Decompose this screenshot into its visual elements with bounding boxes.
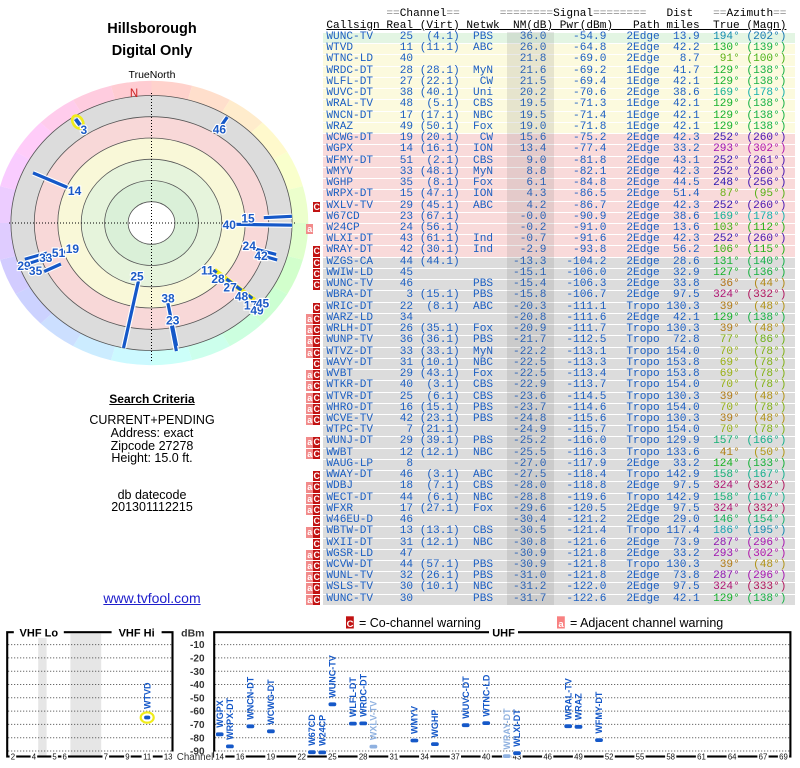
svg-text:29: 29: [17, 259, 31, 273]
svg-text:W24CP: W24CP: [317, 715, 327, 746]
svg-text:WGHP: WGHP: [430, 710, 440, 738]
svg-text:69: 69: [779, 752, 788, 761]
svg-text:38: 38: [161, 292, 175, 306]
svg-text:= Adjacent channel warning: = Adjacent channel warning: [570, 616, 723, 630]
svg-text:2: 2: [11, 752, 15, 761]
svg-text:31: 31: [390, 752, 399, 761]
svg-text:28: 28: [211, 272, 225, 286]
svg-text:48: 48: [235, 290, 249, 304]
svg-text:5: 5: [52, 752, 57, 761]
svg-text:-20: -20: [190, 654, 205, 665]
svg-text:VHF Lo: VHF Lo: [20, 627, 59, 639]
svg-text:14: 14: [215, 752, 224, 761]
svg-text:7: 7: [104, 752, 108, 761]
svg-text:49: 49: [250, 304, 264, 318]
svg-text:11: 11: [201, 264, 214, 278]
svg-text:35: 35: [29, 264, 43, 278]
svg-text:UHF: UHF: [492, 627, 515, 639]
svg-text:WGPX: WGPX: [215, 700, 225, 728]
svg-text:WCWG-DT: WCWG-DT: [266, 679, 276, 725]
svg-text:WRDC-DT: WRDC-DT: [358, 673, 368, 716]
svg-text:WLXI-DT: WLXI-DT: [512, 709, 522, 747]
svg-text:= Co-channel warning: = Co-channel warning: [359, 616, 481, 630]
svg-text:52: 52: [605, 752, 614, 761]
svg-text:-90: -90: [190, 747, 205, 758]
svg-text:6: 6: [63, 752, 67, 761]
svg-text:23: 23: [166, 314, 180, 328]
svg-text:22: 22: [297, 752, 306, 761]
svg-text:WRAY-DT: WRAY-DT: [502, 708, 512, 750]
svg-text:45: 45: [256, 297, 270, 311]
svg-text:-70: -70: [190, 720, 205, 731]
svg-text:-30: -30: [190, 667, 205, 678]
svg-text:64: 64: [728, 752, 737, 761]
svg-text:WMYV: WMYV: [410, 706, 420, 734]
svg-text:40: 40: [223, 218, 237, 232]
svg-text:-40: -40: [190, 680, 205, 691]
svg-text:42: 42: [254, 249, 268, 263]
svg-text:33: 33: [39, 251, 53, 265]
svg-text:WLFL-DT: WLFL-DT: [348, 677, 358, 717]
svg-text:46: 46: [213, 123, 227, 137]
svg-text:9: 9: [125, 752, 129, 761]
svg-text:WRAZ: WRAZ: [574, 693, 584, 720]
svg-text:28: 28: [359, 752, 368, 761]
svg-text:-60: -60: [190, 707, 205, 718]
svg-text:WTNC-LD: WTNC-LD: [481, 674, 491, 716]
svg-text:WRAL-TV: WRAL-TV: [563, 678, 573, 720]
svg-text:25: 25: [130, 270, 144, 284]
svg-text:4: 4: [32, 752, 37, 761]
svg-text:16: 16: [236, 752, 245, 761]
svg-text:11: 11: [143, 752, 151, 761]
svg-text:19: 19: [66, 242, 80, 256]
svg-text:WUVC-DT: WUVC-DT: [461, 676, 471, 719]
svg-text:14: 14: [68, 184, 82, 198]
svg-text:C: C: [347, 619, 354, 630]
svg-text:15: 15: [241, 212, 255, 226]
svg-text:-50: -50: [190, 693, 205, 704]
svg-text:40: 40: [482, 752, 491, 761]
svg-text:49: 49: [574, 752, 583, 761]
svg-text:a: a: [558, 619, 564, 630]
svg-text:34: 34: [420, 752, 429, 761]
svg-text:W67CD: W67CD: [307, 714, 317, 746]
svg-text:Channel: Channel: [177, 752, 214, 763]
svg-text:WUNC-TV: WUNC-TV: [328, 655, 338, 698]
svg-text:51: 51: [52, 246, 66, 260]
svg-text:46: 46: [543, 752, 552, 761]
svg-text:25: 25: [328, 752, 337, 761]
svg-text:3: 3: [80, 123, 87, 137]
svg-text:N: N: [130, 88, 138, 100]
svg-text:67: 67: [759, 752, 768, 761]
svg-text:13: 13: [164, 752, 173, 761]
svg-text:24: 24: [243, 239, 257, 253]
svg-text:WTVD: WTVD: [142, 682, 152, 709]
svg-text:19: 19: [267, 752, 276, 761]
svg-text:dBm: dBm: [181, 627, 204, 639]
svg-text:-80: -80: [190, 733, 205, 744]
svg-text:37: 37: [451, 752, 460, 761]
svg-text:WFMY-DT: WFMY-DT: [594, 691, 604, 733]
svg-text:WNCN-DT: WNCN-DT: [246, 676, 256, 719]
svg-text:27: 27: [223, 281, 237, 295]
svg-text:VHF Hi: VHF Hi: [119, 627, 155, 639]
svg-text:17: 17: [244, 299, 258, 313]
svg-text:58: 58: [666, 752, 675, 761]
svg-text:61: 61: [697, 752, 706, 761]
svg-text:WXLV-TV: WXLV-TV: [369, 701, 379, 740]
svg-text:-10: -10: [190, 640, 205, 651]
svg-text:55: 55: [636, 752, 645, 761]
svg-text:43: 43: [513, 752, 522, 761]
svg-text:WRPX-DT: WRPX-DT: [225, 697, 235, 739]
